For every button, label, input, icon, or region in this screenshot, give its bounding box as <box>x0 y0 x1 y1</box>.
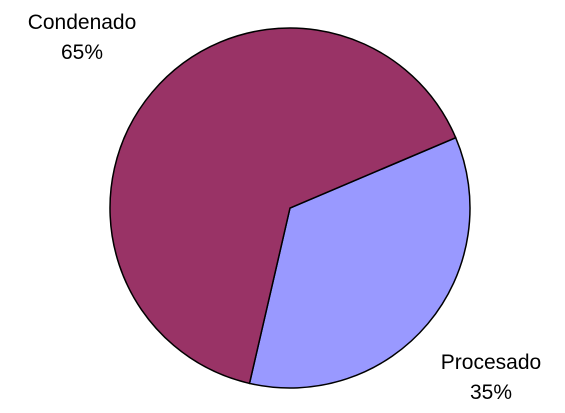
label-condenado: Condenado 65% <box>28 11 137 64</box>
slice-label-condenado-category: Condenado <box>28 11 137 34</box>
pie-slices <box>109 27 471 389</box>
slice-label-procesado-value: 35% <box>470 381 512 404</box>
slice-label-procesado-category: Procesado <box>441 351 541 374</box>
label-procesado: Procesado 35% <box>441 351 541 404</box>
pie-slice-procesado <box>248 136 471 389</box>
slice-label-condenado-value: 65% <box>61 41 103 64</box>
pie-slice-condenado <box>109 27 457 385</box>
